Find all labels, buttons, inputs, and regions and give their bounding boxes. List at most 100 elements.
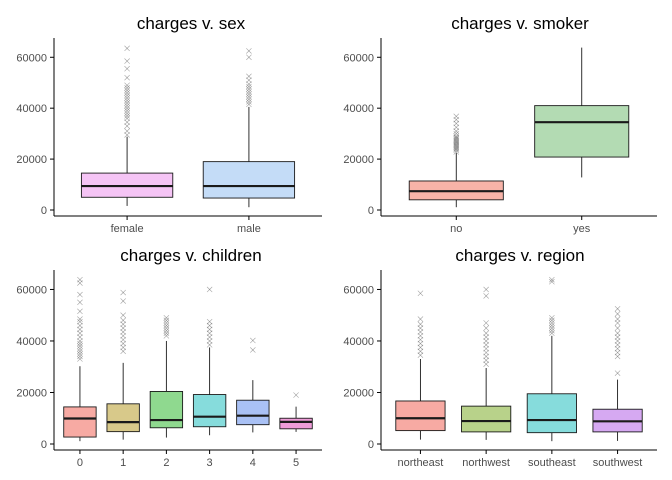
outlier-stroke xyxy=(246,91,252,97)
outlier-stroke xyxy=(163,333,170,339)
outlier-stroke xyxy=(77,345,83,352)
outlier-stroke xyxy=(250,347,256,353)
outlier-point xyxy=(483,330,489,337)
outlier-stroke xyxy=(246,83,252,90)
outlier-stroke xyxy=(77,334,83,340)
outlier-point xyxy=(614,370,621,376)
outlier-point xyxy=(453,135,460,142)
outlier-stroke xyxy=(206,334,213,340)
outlier-stroke xyxy=(453,139,460,146)
outlier-point xyxy=(483,342,489,348)
outlier-stroke xyxy=(77,351,83,357)
outlier-stroke xyxy=(124,132,130,138)
outlier-stroke xyxy=(417,316,424,322)
outlier-point xyxy=(614,325,621,331)
outlier-stroke xyxy=(124,107,130,114)
outlier-point xyxy=(614,353,621,360)
outlier-point xyxy=(483,353,489,360)
outlier-point xyxy=(120,329,126,335)
outlier-stroke xyxy=(549,317,555,324)
outlier-stroke xyxy=(614,330,621,337)
outlier-point xyxy=(246,81,252,87)
outlier-point xyxy=(124,58,130,64)
outlier-stroke xyxy=(163,325,170,331)
outlier-stroke xyxy=(124,102,130,109)
outlier-stroke xyxy=(549,320,555,326)
x-tick-label: yes xyxy=(573,223,591,235)
outlier-point xyxy=(614,338,621,344)
box-female xyxy=(80,45,174,206)
outlier-point xyxy=(453,124,460,131)
outlier-point xyxy=(77,276,83,283)
outlier-point xyxy=(120,317,126,324)
outlier-point xyxy=(483,361,489,367)
outlier-stroke xyxy=(120,298,126,304)
box-2 xyxy=(149,314,184,438)
outlier-point xyxy=(453,142,460,148)
outlier-stroke xyxy=(417,290,424,297)
outlier-point xyxy=(206,330,213,337)
outlier-point xyxy=(246,99,252,105)
outlier-point xyxy=(124,74,130,81)
outlier-point xyxy=(453,141,460,147)
outlier-stroke xyxy=(124,90,130,96)
outlier-stroke xyxy=(246,77,252,83)
iqr-box xyxy=(106,403,140,433)
outlier-stroke xyxy=(453,149,460,155)
iqr-box xyxy=(202,161,296,199)
outlier-point xyxy=(120,348,126,355)
outlier-stroke xyxy=(206,342,213,348)
outlier-point xyxy=(549,325,555,331)
outlier-stroke xyxy=(120,317,126,324)
outlier-stroke xyxy=(453,130,460,137)
outlier-stroke xyxy=(246,93,252,100)
outlier-point xyxy=(124,113,130,119)
outlier-stroke xyxy=(417,336,424,343)
outlier-point xyxy=(614,316,621,322)
outlier-point xyxy=(163,314,170,321)
outlier-stroke xyxy=(453,120,460,127)
outlier-stroke xyxy=(614,338,621,344)
outlier-stroke xyxy=(453,143,460,150)
outlier-stroke xyxy=(453,128,460,134)
outlier-stroke xyxy=(77,276,83,283)
outlier-stroke xyxy=(614,334,621,340)
outlier-point xyxy=(163,327,170,334)
outlier-point xyxy=(453,120,460,127)
outlier-stroke xyxy=(417,348,424,355)
y-tick-label: 20000 xyxy=(16,387,47,399)
iqr-box xyxy=(149,391,184,429)
outlier-stroke xyxy=(120,348,126,355)
outlier-point xyxy=(453,133,460,139)
outlier-stroke xyxy=(453,130,460,137)
outlier-stroke xyxy=(120,333,126,339)
outlier-point xyxy=(120,289,126,296)
outlier-stroke xyxy=(417,321,424,328)
outlier-stroke xyxy=(77,345,83,352)
outlier-point xyxy=(614,320,621,326)
outlier-stroke xyxy=(417,344,424,351)
outlier-point xyxy=(77,338,83,344)
outlier-stroke xyxy=(246,99,252,105)
outlier-stroke xyxy=(77,343,83,349)
outlier-stroke xyxy=(453,116,460,123)
y-tick-label: 60000 xyxy=(16,284,47,296)
outlier-stroke xyxy=(453,120,460,127)
outlier-stroke xyxy=(483,293,489,299)
outlier-stroke xyxy=(614,320,621,326)
x-tick-label: 4 xyxy=(250,457,256,469)
outlier-point xyxy=(417,344,424,351)
outlier-stroke xyxy=(453,137,460,143)
outlier-stroke xyxy=(246,54,252,61)
outlier-point xyxy=(124,92,130,99)
outlier-stroke xyxy=(453,133,460,139)
outlier-stroke xyxy=(124,100,130,106)
outlier-stroke xyxy=(163,314,170,321)
outlier-point xyxy=(124,115,130,122)
outlier-stroke xyxy=(417,329,424,335)
outlier-stroke xyxy=(417,352,424,358)
outlier-stroke xyxy=(453,138,460,145)
outlier-stroke xyxy=(77,316,83,322)
outlier-point xyxy=(77,316,83,322)
outlier-stroke xyxy=(124,123,130,129)
